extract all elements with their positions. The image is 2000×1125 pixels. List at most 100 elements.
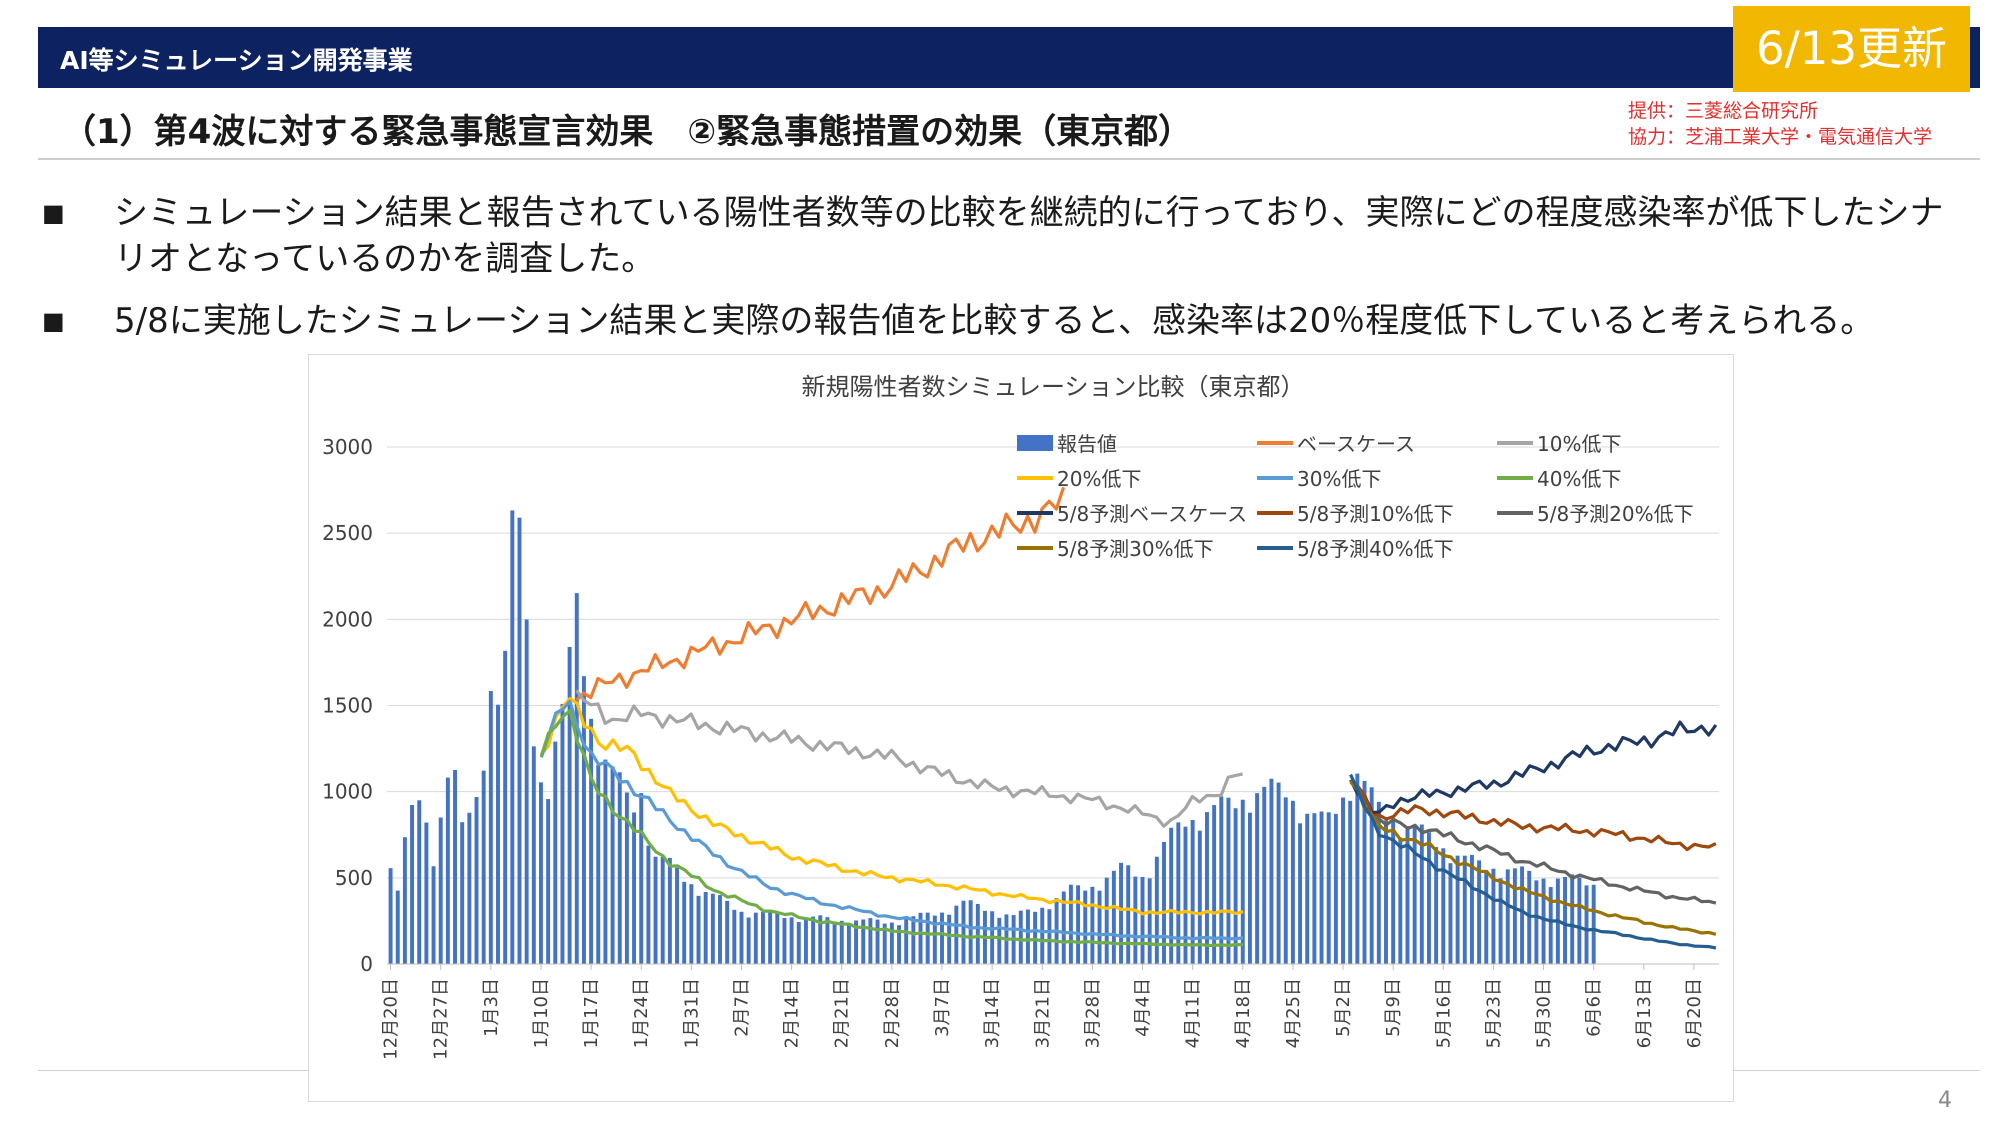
legend-label: ベースケース bbox=[1297, 432, 1415, 456]
bar bbox=[768, 910, 773, 964]
legend-swatch bbox=[1017, 435, 1053, 451]
bar bbox=[796, 922, 801, 964]
bar bbox=[875, 919, 880, 964]
legend-label: 5/8予測30%低下 bbox=[1057, 537, 1214, 561]
bar bbox=[1262, 786, 1267, 964]
bar bbox=[1061, 891, 1066, 964]
bar bbox=[1047, 909, 1052, 964]
x-tick-label: 12月27日 bbox=[431, 978, 452, 1060]
bar bbox=[1290, 800, 1295, 964]
series-line bbox=[1349, 773, 1717, 950]
bullet-item: ■ 5/8に実施したシミュレーション結果と実際の報告値を比較すると、感染率は20… bbox=[42, 298, 1972, 348]
bar bbox=[1133, 876, 1138, 964]
bar bbox=[639, 793, 644, 964]
bullet-marker: ■ bbox=[42, 307, 65, 335]
header-banner: AI等シミュレーション開発事業 bbox=[38, 27, 1980, 88]
legend-label: 5/8予測10%低下 bbox=[1297, 502, 1454, 526]
bar bbox=[617, 772, 622, 964]
update-badge: 6/13更新 bbox=[1733, 6, 1970, 92]
x-tick-label: 2月14日 bbox=[782, 978, 803, 1048]
bar bbox=[1240, 799, 1245, 964]
x-tick-label: 1月24日 bbox=[631, 978, 652, 1048]
bar bbox=[1512, 868, 1517, 964]
chart: 新規陽性者数シミュレーション比較（東京都） 0 500 1000 1500 2000 250… bbox=[322, 373, 1719, 1060]
bar bbox=[589, 718, 594, 964]
x-tick-label: 6月20日 bbox=[1684, 978, 1705, 1048]
bar bbox=[503, 650, 508, 964]
bar bbox=[1369, 787, 1374, 964]
bar bbox=[818, 915, 823, 964]
x-tick-label: 5月2日 bbox=[1333, 978, 1354, 1037]
bar bbox=[417, 800, 422, 964]
x-tick-label: 5月9日 bbox=[1383, 978, 1404, 1037]
x-tick-label: 1月31日 bbox=[681, 978, 702, 1048]
bar bbox=[467, 812, 472, 964]
bar bbox=[746, 917, 751, 964]
bar bbox=[1384, 820, 1388, 964]
bar bbox=[789, 917, 794, 964]
bar bbox=[1298, 823, 1303, 964]
bar bbox=[438, 817, 443, 964]
series-line bbox=[575, 689, 1243, 828]
y-tick-label: 0 bbox=[360, 952, 373, 976]
bar bbox=[1498, 878, 1503, 964]
legend-label: 5/8予測20%低下 bbox=[1537, 502, 1694, 526]
bar bbox=[696, 895, 701, 964]
bar bbox=[904, 919, 909, 964]
bar bbox=[445, 777, 450, 964]
bar bbox=[1312, 813, 1317, 964]
bar bbox=[1233, 808, 1238, 964]
bullet-item: ■ シミュレーション結果と報告されている陽性者数等の比較を継続的に行っており、実… bbox=[42, 190, 1972, 290]
bar bbox=[1412, 825, 1417, 964]
bar bbox=[1577, 877, 1582, 964]
bar bbox=[1147, 878, 1152, 964]
series-line bbox=[540, 697, 1244, 916]
bar bbox=[624, 792, 629, 964]
x-tick-label: 3月7日 bbox=[932, 978, 953, 1037]
bar bbox=[1391, 820, 1396, 964]
chart-frame: 新規陽性者数シミュレーション比較（東京都） 0 500 1000 1500 2000 250… bbox=[308, 354, 1734, 1102]
bar bbox=[782, 918, 787, 964]
bar bbox=[932, 915, 937, 964]
bar bbox=[703, 891, 708, 964]
series-line bbox=[539, 699, 1244, 941]
bar bbox=[517, 517, 522, 964]
bar bbox=[553, 741, 558, 964]
bar bbox=[1083, 890, 1088, 964]
page-number: 4 bbox=[1938, 1088, 1952, 1113]
bar bbox=[424, 822, 429, 964]
bar bbox=[531, 746, 536, 964]
bar bbox=[538, 782, 543, 964]
y-tick-label: 1000 bbox=[322, 780, 373, 804]
bar bbox=[897, 925, 902, 964]
heading-divider bbox=[38, 158, 1980, 160]
bar bbox=[596, 765, 601, 964]
bar bbox=[1090, 886, 1095, 964]
bar bbox=[1348, 800, 1353, 964]
bar bbox=[725, 900, 730, 964]
bar bbox=[1441, 848, 1446, 964]
bar bbox=[524, 619, 529, 964]
x-tick-label: 2月28日 bbox=[882, 978, 903, 1048]
bar bbox=[1219, 796, 1224, 964]
bullet-text: シミュレーション結果と報告されている陽性者数等の比較を継続的に行っており、実際に… bbox=[114, 193, 1944, 279]
legend-label: 10%低下 bbox=[1537, 432, 1621, 456]
bar bbox=[567, 646, 572, 964]
bar bbox=[1448, 863, 1453, 964]
bar bbox=[832, 921, 837, 964]
series-line bbox=[575, 486, 1066, 702]
bar bbox=[1591, 884, 1596, 964]
bar bbox=[581, 676, 586, 964]
bar bbox=[1276, 782, 1281, 964]
bar bbox=[918, 912, 923, 964]
bar bbox=[868, 918, 873, 964]
bar bbox=[1355, 773, 1360, 964]
x-tick-label: 2月7日 bbox=[731, 978, 752, 1037]
bar bbox=[846, 924, 851, 964]
bar bbox=[388, 868, 393, 964]
x-tick-label: 3月21日 bbox=[1032, 978, 1053, 1048]
bar bbox=[803, 917, 808, 964]
credit-cooperation: 協力：芝浦工業大学・電気通信大学 bbox=[1628, 126, 1933, 148]
bullet-text: 5/8に実施したシミュレーション結果と実際の報告値を比較すると、感染率は20％程… bbox=[114, 301, 1875, 341]
bar bbox=[574, 593, 579, 964]
